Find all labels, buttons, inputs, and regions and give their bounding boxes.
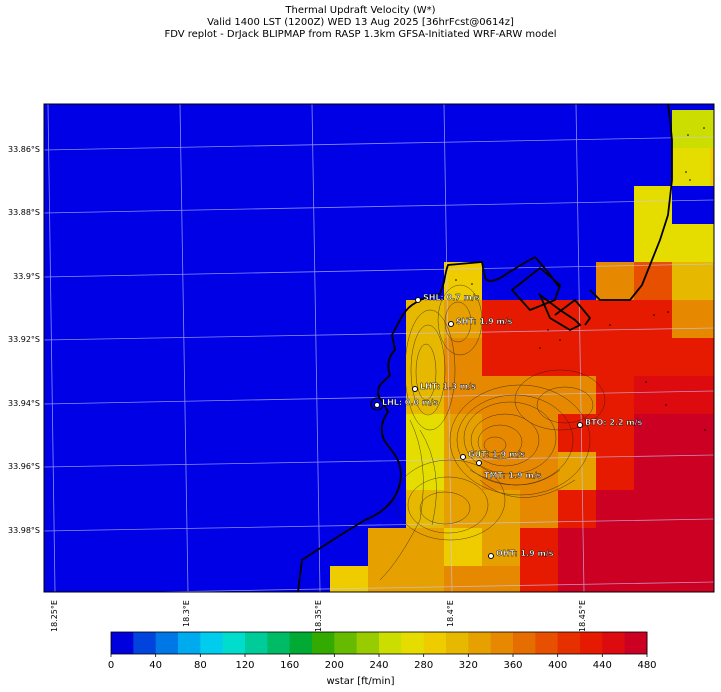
- lat-label: 33.9°S: [13, 272, 40, 281]
- heat-cells: [330, 110, 714, 592]
- colorbar-swatch: [557, 632, 581, 654]
- colorbar-tick-label: 320: [458, 660, 478, 671]
- lat-label: 33.94°S: [8, 399, 40, 408]
- lat-label: 33.92°S: [8, 335, 40, 344]
- colorbar-swatch: [200, 632, 224, 654]
- colorbar-tick-label: 160: [280, 660, 300, 671]
- colorbar-swatch: [513, 632, 536, 654]
- colorbar-swatch: [379, 632, 402, 654]
- site-label: LHT: 1.3 m/s: [420, 382, 476, 391]
- site-gut[interactable]: GUT: 1.9 m/s: [460, 450, 526, 460]
- graticule: [44, 104, 714, 592]
- site-label: LHL: 0.0 m/s: [382, 398, 438, 407]
- colorbar: [110, 632, 648, 657]
- scatter-points: [455, 127, 706, 431]
- colorbar-swatch: [222, 632, 246, 654]
- site-tmt[interactable]: TMT: 1.9 m/s: [476, 460, 542, 481]
- colorbar-tick-label: 360: [503, 660, 523, 671]
- map-frame: [43, 103, 715, 593]
- lon-label: 18.35°E: [314, 600, 323, 632]
- colorbar-swatch: [423, 632, 447, 654]
- colorbar-swatch: [580, 632, 603, 654]
- colorbar-swatch: [312, 632, 335, 654]
- coastline: [297, 104, 673, 592]
- site-bto[interactable]: BTO: 2.2 m/s: [577, 418, 643, 428]
- terrain-contours: [379, 284, 606, 581]
- lon-label: 18.3°E: [182, 600, 191, 627]
- colorbar-swatch: [133, 632, 157, 654]
- colorbar-tick-label: 280: [414, 660, 434, 671]
- colorbar-tick-label: 480: [637, 660, 657, 671]
- site-label: SHL: 0.7 m/s: [423, 293, 480, 302]
- lon-label: 18.45°E: [578, 600, 587, 632]
- site-sht[interactable]: SHT: 1.9 m/s: [448, 317, 513, 327]
- chart-title: Thermal Updraft Velocity (W*) Valid 1400…: [0, 5, 721, 41]
- colorbar-tick-label: 0: [107, 660, 115, 671]
- colorbar-swatch: [111, 632, 134, 654]
- colorbar-swatch: [401, 632, 425, 654]
- title-line-3: FDV replot - DrJack BLIPMAP from RASP 1.…: [164, 29, 557, 40]
- colorbar-swatch: [490, 632, 514, 654]
- title-line-1: Thermal Updraft Velocity (W*): [285, 5, 436, 16]
- colorbar-swatch: [468, 632, 492, 654]
- site-label: SHT: 1.9 m/s: [456, 317, 513, 326]
- map-plot-area: SHL: 0.7 m/s SHT: 1.9 m/s LHT: 1.3 m/s L…: [44, 104, 714, 592]
- colorbar-swatch: [155, 632, 179, 654]
- colorbar-tick-label: 440: [592, 660, 612, 671]
- colorbar-swatch: [334, 632, 358, 654]
- site-label: GUT: 1.9 m/s: [468, 450, 525, 459]
- title-line-2: Valid 1400 LST (1200Z) WED 13 Aug 2025 […: [207, 17, 514, 28]
- colorbar-tick-label: 80: [193, 660, 207, 671]
- site-shl[interactable]: SHL: 0.7 m/s: [415, 293, 480, 303]
- colorbar-swatch: [446, 632, 469, 654]
- site-label: TMT: 1.9 m/s: [484, 471, 542, 480]
- colorbar-swatch: [602, 632, 626, 654]
- lhl-ring: [370, 397, 384, 411]
- lat-label: 33.88°S: [8, 208, 40, 217]
- colorbar-tick-label: 240: [369, 660, 389, 671]
- lat-label: 33.98°S: [8, 526, 40, 535]
- colorbar-swatch: [178, 632, 201, 654]
- site-lhl[interactable]: LHL: 0.0 m/s: [374, 398, 439, 408]
- site-markers: SHL: 0.7 m/s SHT: 1.9 m/s LHT: 1.3 m/s L…: [374, 293, 643, 559]
- colorbar-tick-label: 120: [235, 660, 255, 671]
- site-label: OHT: 1.9 m/s: [496, 549, 554, 558]
- lat-label: 33.86°S: [8, 145, 40, 154]
- colorbar-swatch: [356, 632, 380, 654]
- colorbar-frame: [110, 631, 648, 655]
- colorbar-tick-label: 400: [548, 660, 568, 671]
- colorbar-swatch: [245, 632, 268, 654]
- colorbar-swatch: [535, 632, 559, 654]
- lat-label: 33.96°S: [8, 462, 40, 471]
- colorbar-tick-label: 40: [149, 660, 163, 671]
- colorbar-swatch: [624, 632, 648, 654]
- lon-label: 18.4°E: [446, 600, 455, 627]
- site-lht[interactable]: LHT: 1.3 m/s: [412, 382, 477, 392]
- colorbar-title: wstar [ft/min]: [326, 676, 395, 687]
- lon-label: 18.25°E: [50, 600, 59, 632]
- colorbar-tick-label: 200: [324, 660, 344, 671]
- site-oht[interactable]: OHT: 1.9 m/s: [488, 549, 554, 559]
- colorbar-swatch: [289, 632, 313, 654]
- site-label: BTO: 2.2 m/s: [585, 418, 643, 427]
- colorbar-swatch: [267, 632, 291, 654]
